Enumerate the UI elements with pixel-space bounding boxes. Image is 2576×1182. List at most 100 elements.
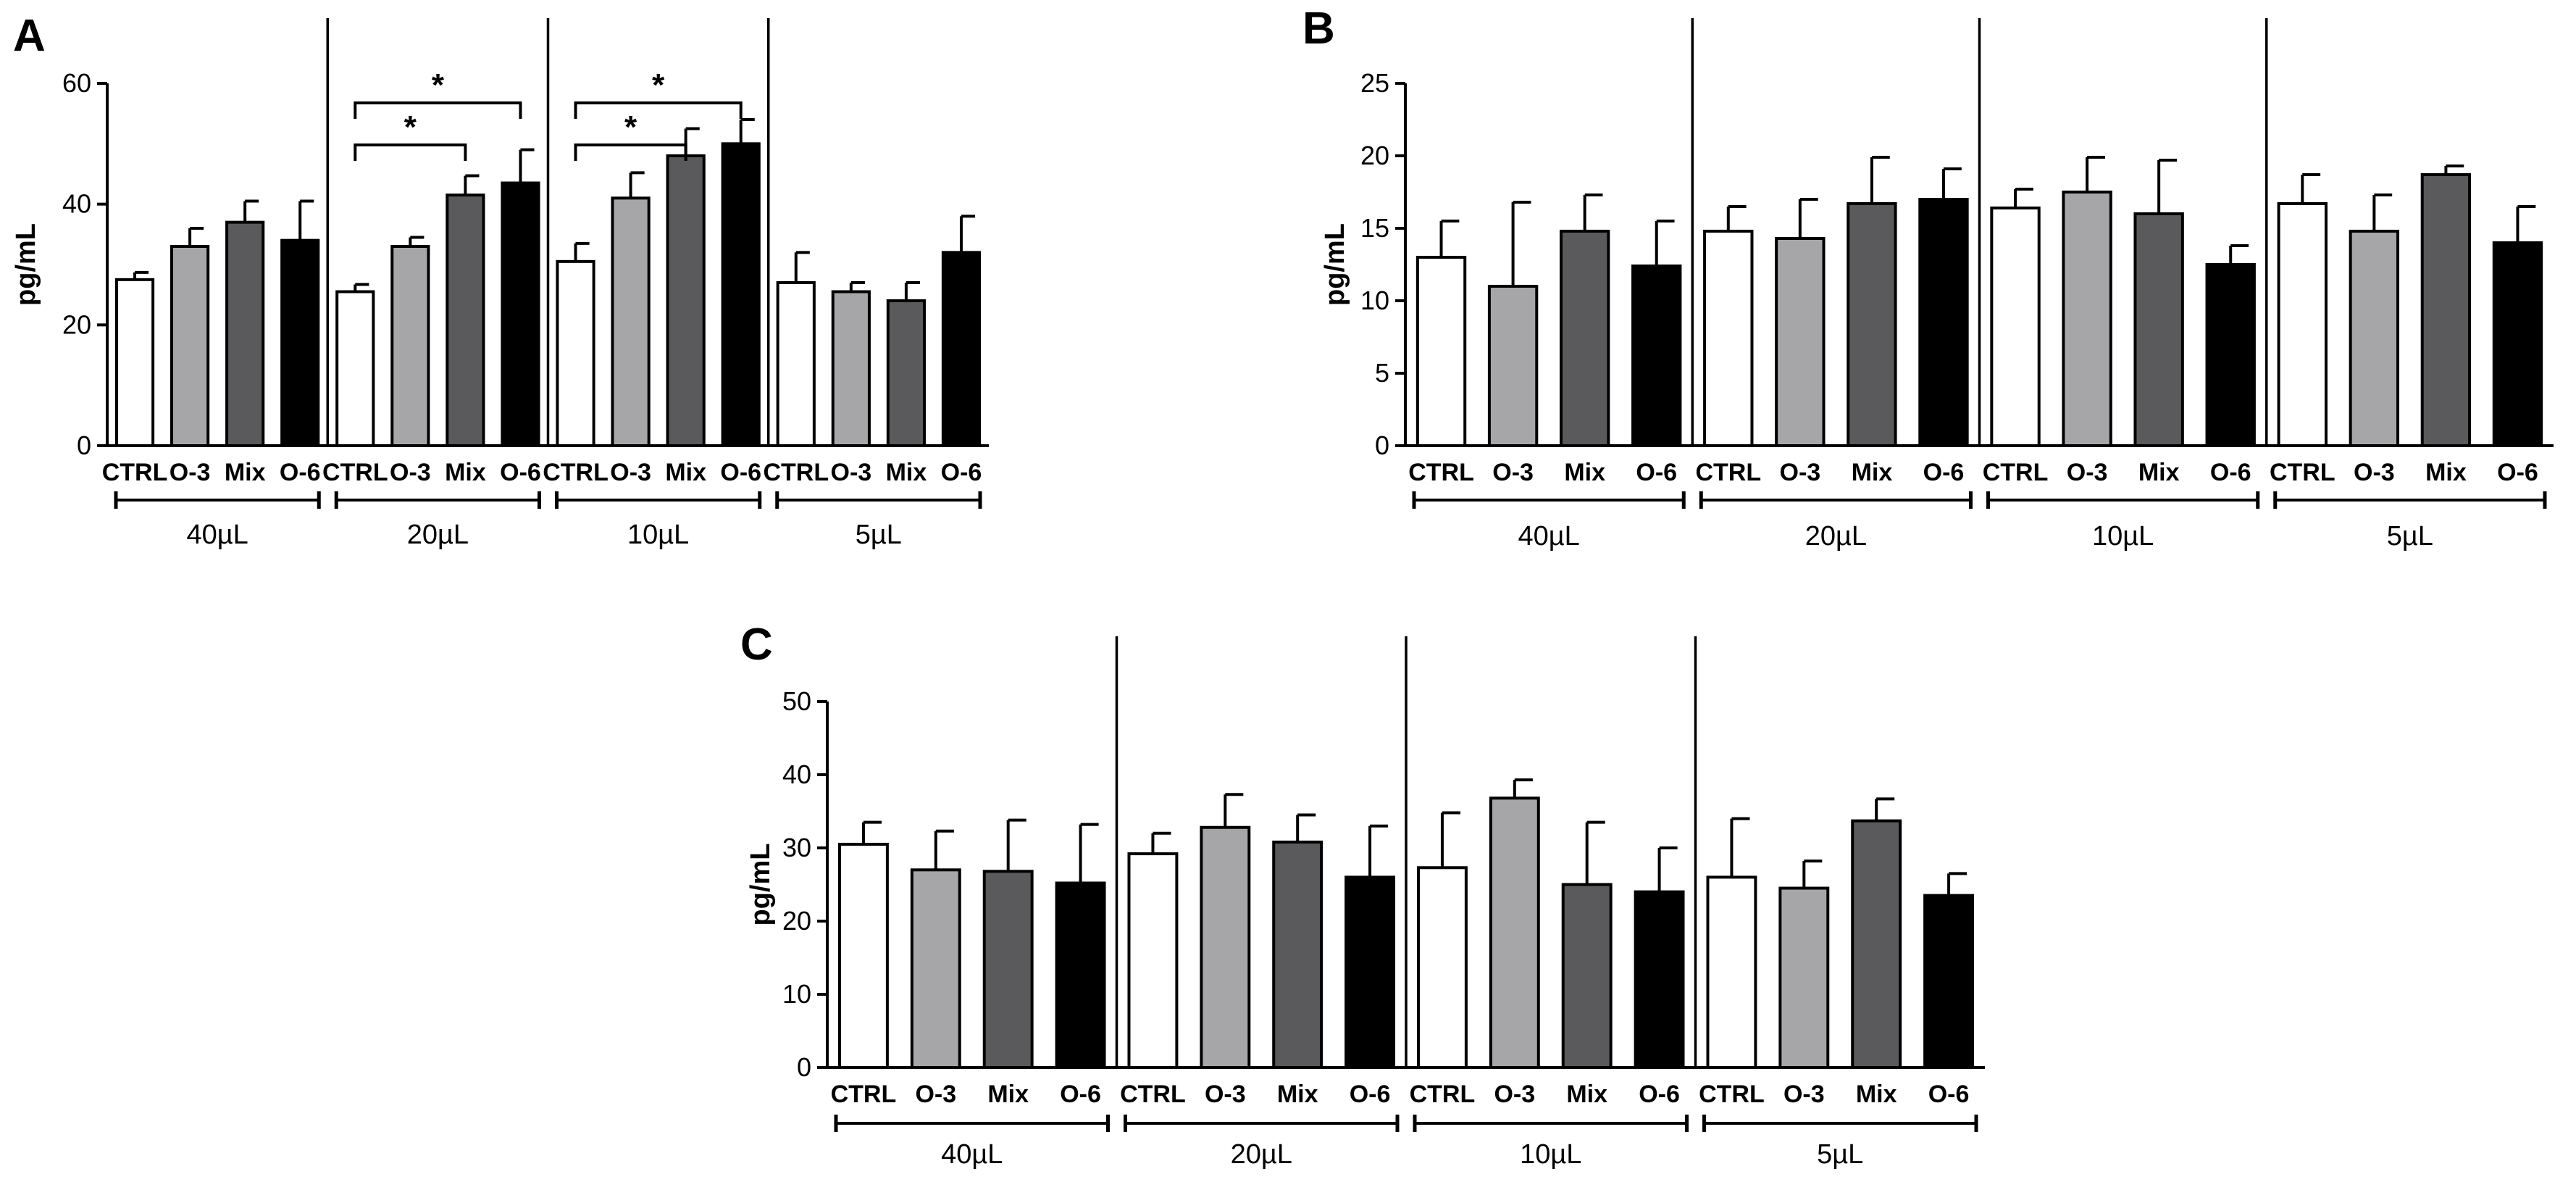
x-category-label: Mix — [225, 459, 266, 486]
bar-o3 — [390, 245, 430, 447]
significance-star: * — [432, 67, 445, 103]
x-category-label: CTRL — [1120, 1081, 1186, 1108]
bar-o6 — [1634, 890, 1685, 1069]
y-tick-label: 20 — [782, 906, 811, 936]
x-category-label: O-3 — [1494, 1081, 1535, 1108]
chart-panel-b: B 0 5 10 15 20 25 pg/mL CTRL O-3 Mix O-6 40µL CTRL O-3… — [1302, 4, 2554, 552]
x-category-label: CTRL — [1983, 459, 2049, 486]
x-category-label: Mix — [987, 1081, 1029, 1108]
bar-o6 — [2492, 241, 2543, 447]
x-category-label: O-6 — [1636, 459, 1677, 486]
x-category-label: O-3 — [1492, 459, 1534, 486]
bar-ctrl — [335, 290, 375, 447]
bar-o6 — [1055, 881, 1106, 1069]
x-category-label: O-6 — [1639, 1081, 1680, 1108]
significance-bracket — [574, 101, 743, 119]
group-label: 10µL — [627, 520, 689, 550]
y-tick-label: 5 — [1375, 358, 1389, 388]
x-category-label: CTRL — [1408, 459, 1474, 486]
bar-mix — [982, 870, 1034, 1069]
group-label: 20µL — [407, 520, 469, 550]
bar-ctrl — [1703, 230, 1754, 447]
bar-o3 — [1489, 796, 1540, 1069]
chart-panel-c: C 0 10 20 30 40 50 pg/mL CTRL O-3 Mix O-6 40µL CTRL O-… — [740, 620, 1985, 1170]
x-category-label: O-6 — [941, 459, 982, 486]
significance-star: * — [652, 67, 665, 103]
bar-ctrl — [114, 278, 155, 448]
x-category-label: CTRL — [1695, 459, 1761, 486]
x-category-label: Mix — [2425, 459, 2467, 486]
bar-ctrl — [1990, 207, 2041, 447]
x-category-label: CTRL — [102, 459, 168, 486]
bar-o3 — [1200, 825, 1251, 1069]
x-category-label: O-6 — [500, 459, 541, 486]
bar-o3 — [910, 868, 961, 1070]
bar-mix — [886, 299, 927, 447]
x-category-label: O-3 — [610, 459, 651, 486]
y-tick-label: 20 — [1360, 141, 1389, 170]
bar-ctrl — [556, 259, 595, 448]
y-tick-label: 20 — [62, 309, 91, 339]
x-category-label: O-6 — [1928, 1081, 1970, 1108]
bar-o6 — [501, 181, 540, 447]
x-category-label: Mix — [886, 459, 927, 486]
x-category-label: O-3 — [170, 459, 211, 486]
x-category-label: Mix — [1852, 459, 1893, 486]
x-category-label: Mix — [665, 459, 706, 486]
bar-o3 — [2062, 191, 2112, 447]
y-axis-title: pg/mL — [745, 844, 776, 926]
group-label: 5µL — [1817, 1139, 1863, 1170]
bar-o3 — [611, 196, 651, 447]
y-tick-label: 50 — [782, 686, 811, 716]
y-tick-label: 25 — [1360, 68, 1389, 98]
group-label: 20µL — [1231, 1139, 1292, 1170]
group-label: 20µL — [1805, 521, 1867, 552]
y-tick-label: 40 — [782, 759, 811, 789]
x-category-label: O-3 — [1205, 1081, 1246, 1108]
x-category-label: CTRL — [1410, 1081, 1476, 1108]
bar-ctrl — [1416, 866, 1468, 1070]
group-label: 10µL — [1520, 1139, 1581, 1170]
bar-o6 — [1345, 875, 1396, 1070]
bar-o6 — [1631, 265, 1682, 447]
bar-o6 — [941, 251, 982, 447]
group-label: 10µL — [2092, 521, 2154, 552]
y-tick-label: 10 — [1360, 286, 1389, 315]
significance-star: * — [404, 109, 417, 145]
bar-o3 — [170, 245, 210, 447]
bar-o6 — [2205, 263, 2256, 447]
x-category-label: O-3 — [915, 1081, 956, 1108]
x-category-label: Mix — [1856, 1081, 1897, 1108]
x-category-label: O-6 — [2210, 459, 2251, 486]
x-category-label: Mix — [1277, 1081, 1318, 1108]
x-category-label: Mix — [1566, 1081, 1607, 1108]
panel-letter-c: C — [740, 620, 773, 670]
y-tick-label: 0 — [77, 430, 91, 460]
bar-o3 — [831, 290, 871, 447]
group-label: 40µL — [941, 1139, 1003, 1170]
x-category-label: CTRL — [322, 459, 388, 486]
bar-o3 — [1775, 237, 1826, 447]
x-category-label: CTRL — [831, 1081, 897, 1108]
bar-o6 — [721, 142, 761, 447]
x-category-label: O-3 — [2354, 459, 2395, 486]
x-category-label: Mix — [1564, 459, 1605, 486]
bar-mix — [1561, 883, 1613, 1069]
x-category-label: O-6 — [280, 459, 321, 486]
y-axis-title: pg/mL — [1320, 223, 1350, 306]
x-category-label: O-3 — [390, 459, 431, 486]
bar-o3 — [2349, 230, 2400, 447]
bar-mix — [1847, 202, 1897, 447]
x-category-label: O-6 — [1923, 459, 1965, 486]
bar-mix — [2133, 212, 2184, 447]
y-tick-label: 40 — [62, 189, 91, 219]
bar-ctrl — [2277, 202, 2328, 447]
bar-o6 — [1923, 894, 1975, 1070]
significance-bracket — [354, 101, 522, 119]
panel-letter-b: B — [1302, 4, 1335, 54]
significance-star: * — [624, 109, 637, 145]
x-category-label: O-3 — [2067, 459, 2108, 486]
bar-ctrl — [837, 842, 889, 1069]
y-tick-label: 0 — [1375, 430, 1389, 460]
x-category-label: O-6 — [2497, 459, 2538, 486]
